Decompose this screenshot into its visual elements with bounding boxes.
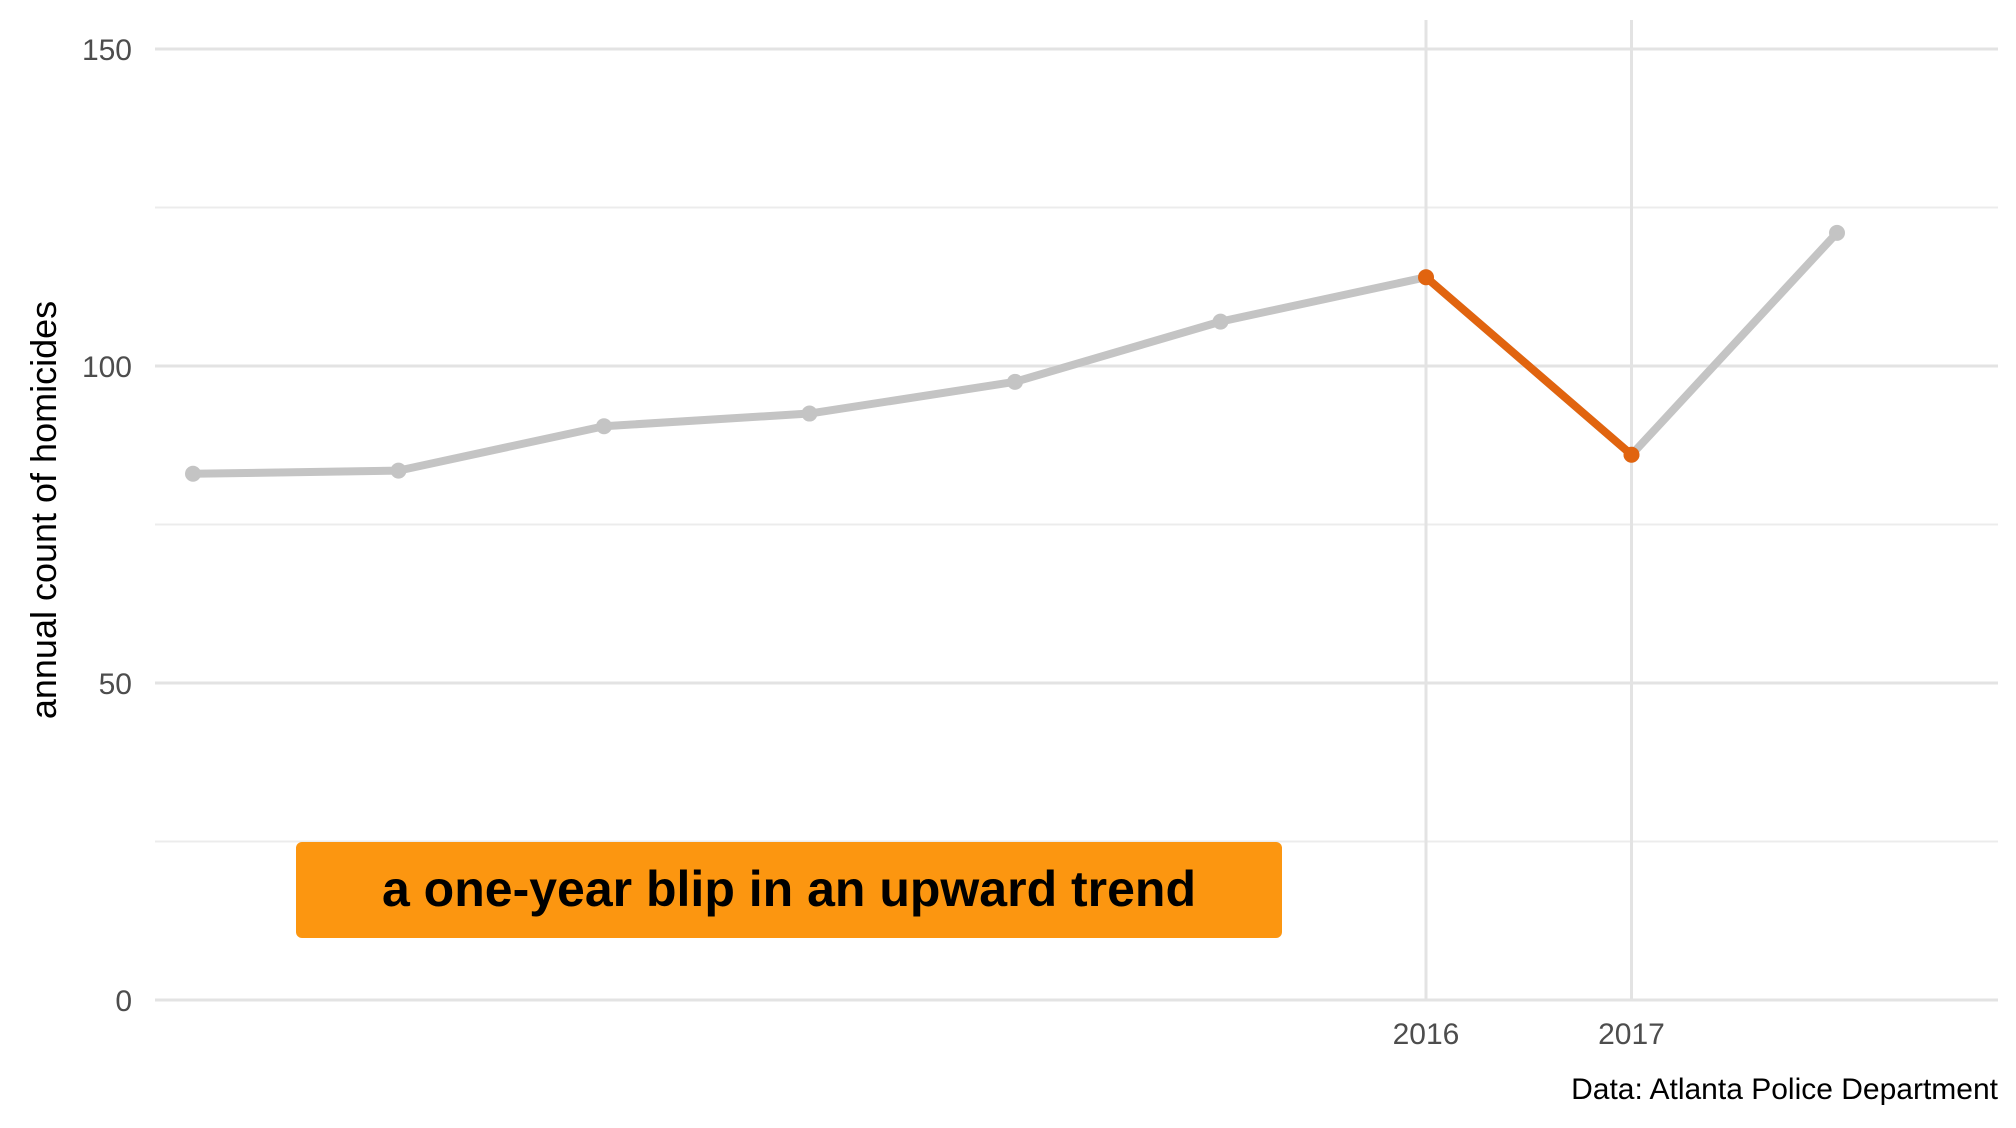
caption: Data: Atlanta Police Department (1571, 1073, 1999, 1106)
data-point (596, 418, 612, 435)
highlight-point (1418, 269, 1434, 286)
y-axis-title: annual count of homicides (23, 301, 64, 719)
y-axis-ticks: 0 50 100 150 (82, 34, 132, 1018)
series-line (189, 228, 1841, 478)
annotation-box (296, 842, 1282, 938)
data-point (1007, 373, 1023, 390)
data-point (390, 462, 407, 479)
data-point (1829, 224, 1845, 241)
x-tick-label: 2016 (1393, 1018, 1460, 1051)
y-tick-label: 100 (82, 351, 132, 384)
highlight-point (1623, 446, 1640, 463)
data-point (1212, 313, 1229, 330)
y-tick-label: 0 (115, 985, 132, 1018)
series (185, 224, 1845, 482)
y-tick-label: 150 (82, 34, 132, 67)
annotation: a one-year blip in an upward trend (296, 842, 1282, 938)
x-axis-ticks: 2016 2017 (1393, 1018, 1665, 1051)
annotation-label: a one-year blip in an upward trend (382, 861, 1196, 917)
data-point (801, 405, 818, 422)
y-tick-label: 50 (99, 668, 132, 701)
highlight-segment (1422, 273, 1636, 459)
x-tick-label: 2017 (1598, 1018, 1665, 1051)
data-point (185, 465, 201, 482)
